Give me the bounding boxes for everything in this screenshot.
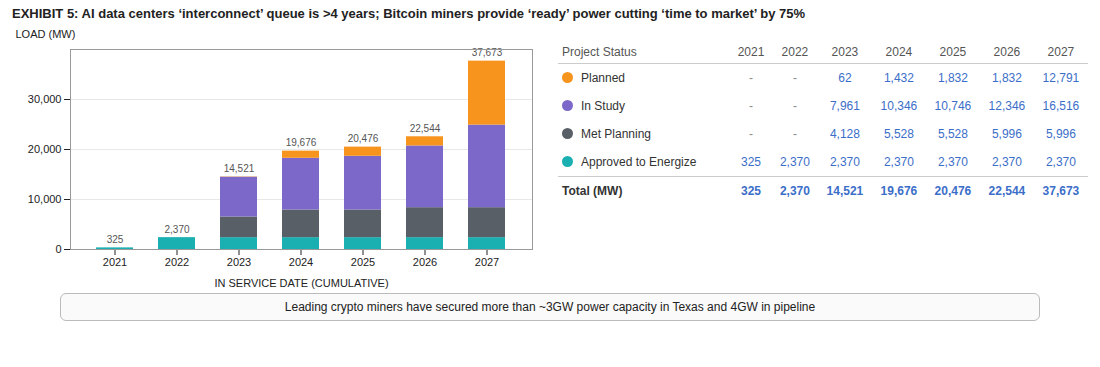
html-text:4,128: 4,128 <box>829 126 860 141</box>
html-text:16,516: 16,516 <box>1042 98 1080 113</box>
html-text:2,370: 2,370 <box>1045 154 1076 169</box>
html-text:Approved to Energize: Approved to Energize <box>581 154 697 169</box>
svg-text:20,000: 20,000 <box>28 143 62 155</box>
svg-text:2024: 2024 <box>289 256 313 268</box>
html-text:Met Planning: Met Planning <box>581 126 651 141</box>
svg-text:325: 325 <box>107 234 124 245</box>
html-text:19,676: 19,676 <box>880 183 918 198</box>
html-text:325: 325 <box>741 154 761 169</box>
html-text:In Study: In Study <box>581 98 625 113</box>
html-text:2,370: 2,370 <box>937 154 968 169</box>
html-text:1,832: 1,832 <box>991 70 1022 85</box>
html-text:2027: 2027 <box>1047 44 1075 59</box>
html-text:10,746: 10,746 <box>934 98 972 113</box>
html-text:12,791: 12,791 <box>1042 70 1080 85</box>
html-text:5,528: 5,528 <box>883 126 914 141</box>
html-text:37,673: 37,673 <box>1042 183 1080 198</box>
html-text:5,996: 5,996 <box>991 126 1022 141</box>
html-text:2,370: 2,370 <box>829 154 860 169</box>
svg-text:LOAD (MW): LOAD (MW) <box>16 28 76 40</box>
svg-text:2025: 2025 <box>351 256 375 268</box>
svg-text:37,673: 37,673 <box>472 47 503 58</box>
svg-text:10,000: 10,000 <box>28 193 62 205</box>
svg-text:20,476: 20,476 <box>348 133 379 144</box>
html-text:2023: 2023 <box>831 44 859 59</box>
html-text:Total (MW): Total (MW) <box>562 183 623 198</box>
html-text:2,370: 2,370 <box>779 183 810 198</box>
html-text:20,476: 20,476 <box>934 183 972 198</box>
html-text:Leading crypto miners have sec: Leading crypto miners have secured more … <box>284 299 816 314</box>
svg-text:2021: 2021 <box>103 256 127 268</box>
html-text:7,961: 7,961 <box>829 98 860 113</box>
html-text:2024: 2024 <box>885 44 913 59</box>
html-text:EXHIBIT 5: AI data centers ‘in: EXHIBIT 5: AI data centers ‘interconnect… <box>12 6 806 21</box>
html-text:2,370: 2,370 <box>779 154 810 169</box>
html-text:1,832: 1,832 <box>937 70 968 85</box>
html-text:22,544: 22,544 <box>988 183 1026 198</box>
html-text:5,528: 5,528 <box>937 126 968 141</box>
html-text:12,346: 12,346 <box>988 98 1026 113</box>
html-text:14,521: 14,521 <box>826 183 864 198</box>
html-text:62: 62 <box>838 70 852 85</box>
html-text:2,370: 2,370 <box>991 154 1022 169</box>
html-text:2025: 2025 <box>939 44 967 59</box>
html-text:10,346: 10,346 <box>880 98 918 113</box>
html-text:325: 325 <box>741 183 761 198</box>
html-text:2022: 2022 <box>781 44 809 59</box>
html-text:2021: 2021 <box>737 44 765 59</box>
svg-text:2022: 2022 <box>165 256 189 268</box>
svg-text:0: 0 <box>55 243 61 255</box>
svg-text:2027: 2027 <box>475 256 499 268</box>
html-text:1,432: 1,432 <box>883 70 914 85</box>
html-text:Project Status: Project Status <box>562 44 637 59</box>
html-text:2,370: 2,370 <box>883 154 914 169</box>
html-text:5,996: 5,996 <box>1045 126 1076 141</box>
svg-text:IN SERVICE DATE (CUMULATIVE): IN SERVICE DATE (CUMULATIVE) <box>214 276 388 288</box>
svg-text:2023: 2023 <box>227 256 251 268</box>
svg-text:19,676: 19,676 <box>286 137 317 148</box>
html-text:2026: 2026 <box>993 44 1021 59</box>
svg-text:30,000: 30,000 <box>28 93 62 105</box>
svg-text:22,544: 22,544 <box>410 123 441 134</box>
html-text:Planned: Planned <box>581 70 625 85</box>
svg-text:2,370: 2,370 <box>164 224 189 235</box>
svg-text:2026: 2026 <box>413 256 437 268</box>
svg-text:14,521: 14,521 <box>224 163 255 174</box>
